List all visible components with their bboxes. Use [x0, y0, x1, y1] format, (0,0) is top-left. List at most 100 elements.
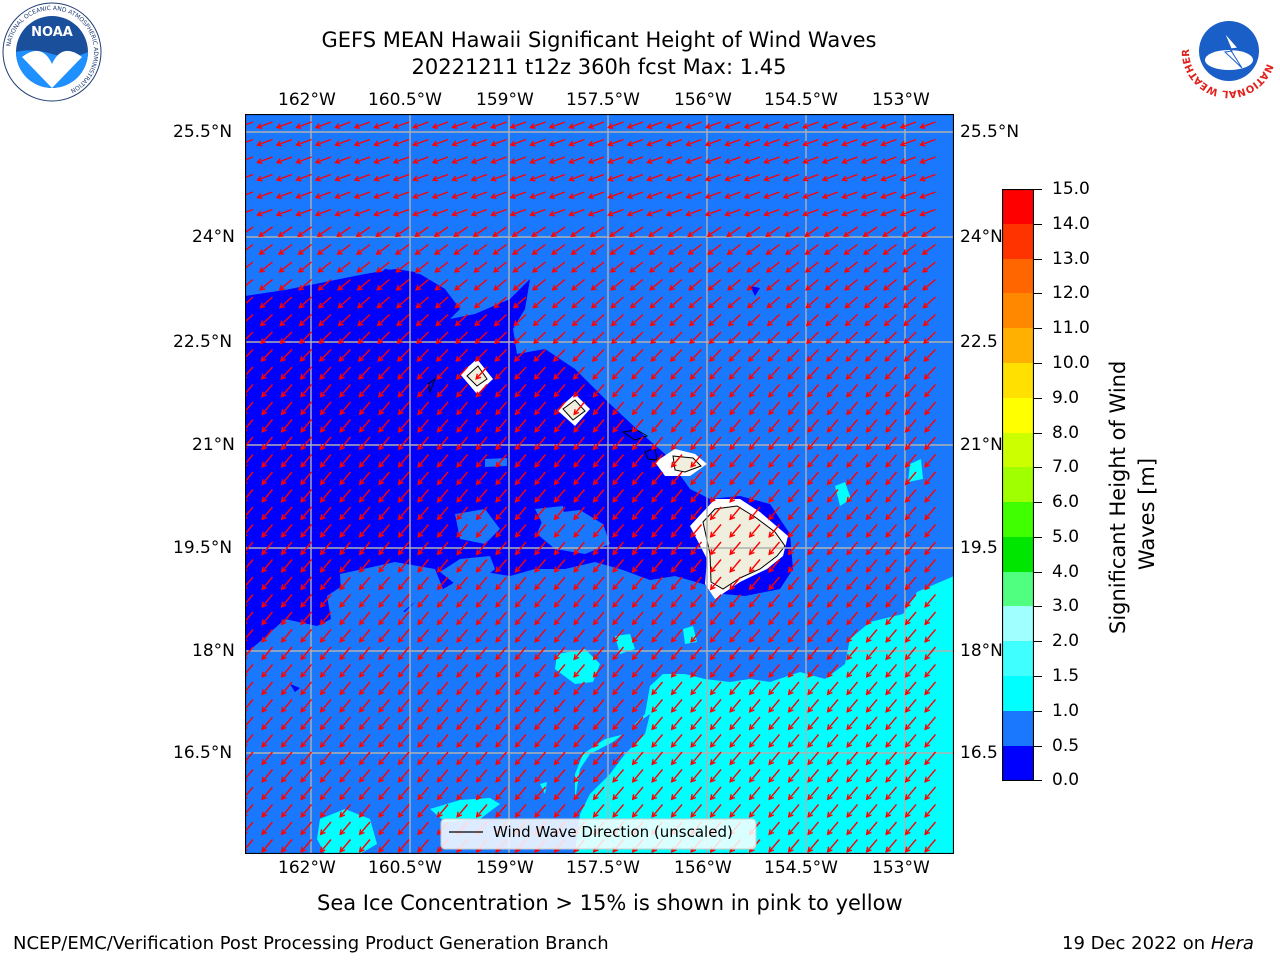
wind-wave-arrow: [744, 191, 761, 199]
wind-wave-arrowhead: [397, 776, 404, 783]
wind-wave-arrowhead: [865, 776, 872, 783]
wind-wave-arrowhead: [454, 320, 461, 327]
wind-wave-arrow: [261, 524, 274, 538]
wind-wave-arrow: [378, 664, 391, 678]
wind-wave-arrowhead: [336, 231, 343, 237]
wind-wave-arrowhead: [768, 846, 775, 853]
wind-wave-arrowhead: [787, 444, 794, 451]
wind-wave-arrowhead: [787, 689, 794, 696]
wind-wave-arrow: [554, 716, 566, 730]
wind-wave-arrow: [647, 208, 663, 216]
wind-wave-arrow: [866, 436, 878, 450]
colorbar-tick-label: 12.0: [1052, 283, 1090, 303]
wind-wave-arrowhead: [708, 338, 715, 345]
wind-wave-arrowhead: [631, 373, 638, 380]
wind-wave-arrowhead: [748, 689, 755, 696]
wind-wave-arrow: [788, 541, 800, 555]
wind-wave-arrowhead: [626, 123, 634, 129]
wind-wave-arrowhead: [261, 409, 268, 416]
wind-wave-arrowhead: [378, 689, 385, 696]
wind-wave-arrowhead: [319, 409, 326, 416]
wind-wave-arrow: [376, 261, 390, 273]
wind-wave-arrow: [749, 471, 761, 485]
wind-wave-arrowhead: [592, 741, 599, 748]
wind-wave-arrow: [553, 331, 566, 344]
wind-wave-arrowhead: [860, 158, 868, 164]
wind-wave-arrowhead: [787, 776, 794, 783]
wind-wave-arrowhead: [534, 584, 541, 591]
wind-wave-arrowhead: [475, 426, 482, 433]
wind-wave-arrowhead: [807, 846, 814, 853]
wind-wave-arrow: [651, 716, 664, 730]
wind-wave-arrow: [651, 699, 664, 713]
wind-wave-arrow: [827, 786, 839, 800]
wind-wave-arrowhead: [592, 759, 599, 766]
wind-wave-arrowhead: [573, 741, 580, 748]
wind-wave-arrow: [530, 121, 546, 129]
wind-wave-arrow: [534, 681, 547, 695]
colorbar-segment: [1002, 398, 1034, 433]
grid-lines: [245, 114, 954, 854]
wind-wave-arrow: [744, 138, 761, 146]
wind-wave-arrow: [884, 331, 897, 344]
wind-wave-arrow: [534, 716, 547, 730]
wind-wave-arrowhead: [668, 249, 675, 255]
wind-wave-arrow: [827, 664, 839, 678]
wind-wave-arrowhead: [768, 759, 775, 766]
wind-wave-arrow: [768, 611, 781, 625]
wind-wave-arrowhead: [573, 601, 580, 608]
colorbar-tick-label: 13.0: [1052, 249, 1090, 269]
wind-wave-arrow: [245, 664, 254, 676]
wind-wave-arrowhead: [280, 479, 287, 486]
wind-wave-arrowhead: [298, 284, 305, 291]
wind-wave-arrowhead: [378, 846, 385, 853]
wind-wave-arrowhead: [609, 267, 616, 273]
wind-wave-arrowhead: [553, 619, 560, 626]
wind-wave-arrow: [437, 699, 449, 713]
wind-wave-arrowhead: [748, 566, 755, 573]
wind-wave-arrowhead: [724, 158, 731, 164]
wind-wave-arrow: [515, 681, 527, 695]
wind-wave-arrow: [259, 278, 273, 291]
wind-wave-arrowhead: [826, 619, 833, 626]
wind-wave-arrow: [494, 331, 507, 344]
wind-wave-arrow: [905, 681, 917, 695]
wind-wave-arrowhead: [431, 210, 439, 217]
wind-wave-arrow: [866, 821, 878, 835]
wind-wave-arrowhead: [456, 619, 463, 626]
wind-wave-arrow: [747, 278, 761, 291]
wind-wave-arrowhead: [592, 391, 599, 398]
wind-wave-arrow: [476, 419, 488, 433]
wind-wave-arrowhead: [748, 461, 755, 468]
wind-wave-arrowhead: [670, 426, 677, 433]
wind-wave-arrow: [885, 401, 898, 415]
wind-wave-arrow: [593, 559, 605, 573]
wind-wave-arrowhead: [807, 601, 814, 608]
wind-wave-arrowhead: [415, 320, 422, 327]
wind-wave-arrowhead: [629, 284, 636, 291]
wind-wave-arrow: [729, 734, 742, 748]
wind-wave-arrow: [573, 384, 586, 398]
wind-wave-arrow: [413, 208, 429, 216]
wind-wave-arrowhead: [358, 776, 365, 783]
wind-wave-arrow: [257, 138, 273, 146]
wind-wave-arrowhead: [826, 636, 833, 643]
lat-label: 19.5°N: [173, 538, 233, 558]
wind-wave-arrowhead: [729, 391, 736, 398]
wind-wave-arrow: [822, 191, 839, 199]
wind-wave-arrow: [807, 366, 820, 380]
wind-wave-arrowhead: [860, 210, 868, 217]
wind-wave-arrow: [260, 331, 273, 344]
wind-wave-arrowhead: [807, 444, 814, 451]
wind-wave-arrowhead: [453, 231, 460, 237]
wind-wave-arrowhead: [826, 794, 833, 801]
wind-wave-arrowhead: [261, 776, 268, 783]
wind-wave-arrowhead: [568, 140, 575, 147]
wind-wave-arrow: [245, 594, 254, 606]
wind-wave-arrowhead: [295, 140, 302, 147]
wind-wave-arrow: [456, 489, 469, 503]
wind-wave-arrow: [671, 436, 683, 450]
wind-wave-arrow: [651, 541, 664, 555]
wind-wave-arrow: [612, 786, 625, 800]
wind-wave-arrowhead: [787, 636, 794, 643]
